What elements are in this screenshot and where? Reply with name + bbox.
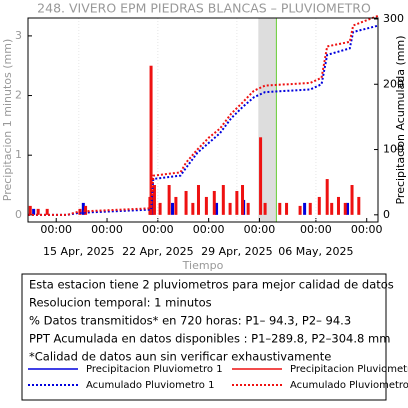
bar <box>317 196 321 215</box>
x-tick-label: 00:00 <box>300 223 332 236</box>
bar <box>84 205 88 215</box>
y-tick-label: 1 <box>15 148 22 161</box>
bar <box>215 202 219 215</box>
date-tick-label: 15 Apr, 2025 <box>43 245 115 258</box>
y-axis-label: Precipitacion 1 minutos (mm) <box>1 39 14 201</box>
bar <box>167 185 171 215</box>
bar <box>235 190 239 215</box>
y-tick-label: 0 <box>15 208 22 221</box>
bar <box>212 190 216 215</box>
bar <box>336 196 340 215</box>
y2-tick-label: 300 <box>383 12 404 25</box>
x-tick-label: 00:00 <box>193 223 225 236</box>
bar <box>325 179 329 215</box>
legend-label: Acumulado Pluviometro 2 <box>290 380 408 391</box>
info-line: Esta estacion tiene 2 pluviometros para … <box>29 278 394 292</box>
bar <box>303 202 307 215</box>
date-tick-label: 22 Apr, 2025 <box>122 245 194 258</box>
y2-axis-label: Precipitacion Acumulada (mm) <box>394 35 407 204</box>
accumulated-line <box>28 14 379 216</box>
x-tick-label: 00:00 <box>91 223 123 236</box>
y2-tick-label: 200 <box>383 77 404 90</box>
x-tick-label: 00:00 <box>40 223 72 236</box>
x-tick-label: 00:00 <box>142 223 174 236</box>
bar <box>81 202 85 215</box>
bar <box>149 65 153 215</box>
legend-label: Precipitacion Pluviometro 2 <box>290 364 408 375</box>
chart-title: 248. VIVERO EPM PIEDRAS BLANCAS – PLUVIO… <box>37 1 371 16</box>
bar <box>298 205 302 215</box>
x-tick-label: 00:00 <box>244 223 276 236</box>
legend-label: Acumulado Pluviometro 1 <box>86 380 214 391</box>
info-line: Resolucion temporal: 1 minutos <box>29 296 212 310</box>
bar <box>330 202 334 215</box>
bar <box>171 202 175 215</box>
bar <box>196 185 200 215</box>
y2-tick-label: 0 <box>383 208 390 221</box>
bar <box>346 202 350 215</box>
bar <box>221 185 225 215</box>
info-line: PPT Acumulada en datos disponibles : P1–… <box>29 332 390 346</box>
bar <box>32 208 36 215</box>
info-box <box>21 273 387 401</box>
bar <box>259 137 263 215</box>
bar <box>158 202 162 215</box>
bar <box>28 205 32 215</box>
date-tick-label: 06 May, 2025 <box>278 245 353 258</box>
bar <box>36 208 40 215</box>
date-tick-label: 29 Apr, 2025 <box>201 245 273 258</box>
bar <box>246 202 250 215</box>
bar <box>152 185 156 215</box>
info-line: % Datos transmitidos* en 720 horas: P1– … <box>29 314 351 328</box>
info-line: *Calidad de datos aun sin verificar exha… <box>29 350 331 364</box>
bar <box>241 185 245 215</box>
plot-frame <box>27 17 379 223</box>
bar <box>278 202 282 215</box>
bar <box>357 196 361 215</box>
bar <box>285 202 289 215</box>
bar <box>45 208 49 215</box>
shade <box>258 18 277 222</box>
y-tick-label: 3 <box>15 29 22 42</box>
bar <box>308 202 312 215</box>
accumulated-line <box>28 24 379 216</box>
bar <box>228 202 232 215</box>
x-axis-label: Tiempo <box>182 259 224 272</box>
bar <box>191 202 195 215</box>
y-tick-label: 2 <box>15 89 22 102</box>
bar <box>263 202 267 215</box>
y2-tick-label: 100 <box>383 143 404 156</box>
legend-label: Precipitacion Pluviometro 1 <box>86 364 223 375</box>
bar <box>350 185 354 215</box>
bar <box>204 196 208 215</box>
bar <box>174 196 178 215</box>
bar <box>184 190 188 215</box>
bar <box>343 202 347 215</box>
x-tick-label: 00:00 <box>351 223 383 236</box>
